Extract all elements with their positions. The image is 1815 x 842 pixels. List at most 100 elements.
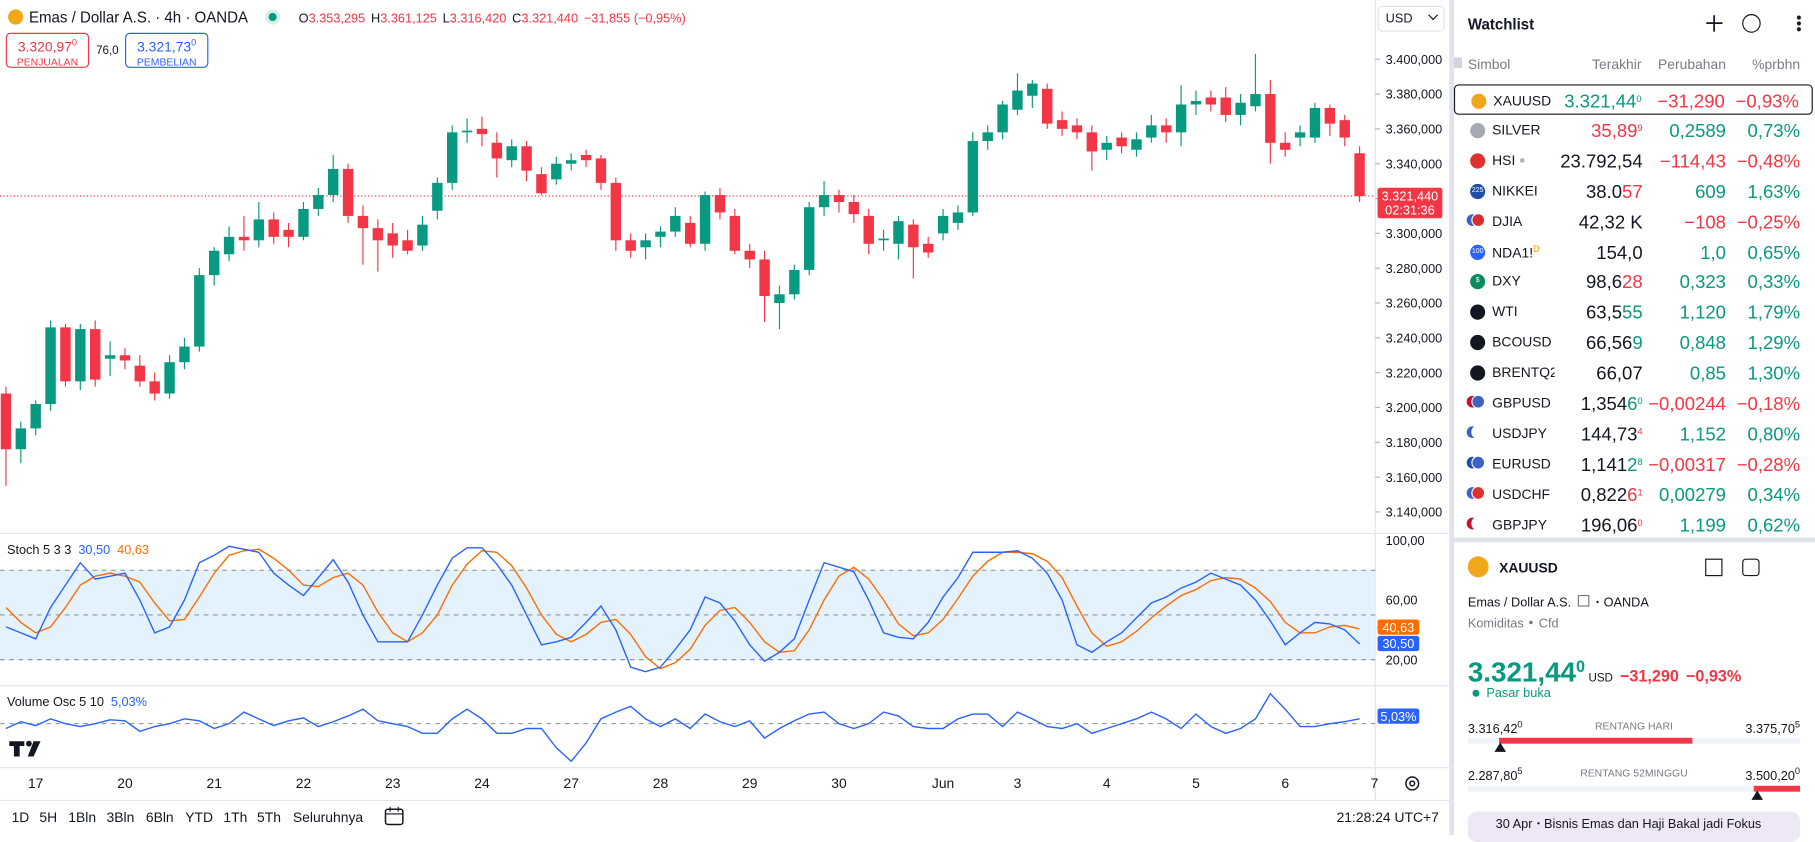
watchlist-row[interactable]: HSI 23.792,54 −114,43 −0,48%	[1454, 145, 1813, 175]
change-pct: 1,63%	[1747, 182, 1801, 203]
watchlist-row[interactable]: DJIA 42,32 K −108 −0,25%	[1454, 206, 1813, 236]
symbol-icon	[1471, 424, 1486, 440]
candle-body	[863, 215, 874, 244]
toolbar-icon[interactable]	[1742, 14, 1761, 33]
ohlc-item: O3.353,295	[299, 11, 366, 27]
ohlc-value: 3.321,440	[521, 11, 579, 26]
candle-body	[342, 168, 354, 216]
price-main: 3.321,73	[137, 38, 192, 56]
link-icon[interactable]	[1578, 594, 1590, 607]
symbol: GBPUSD	[1492, 394, 1551, 412]
change: 1,152	[1679, 424, 1726, 445]
range-button[interactable]: 6Bln	[145, 809, 174, 826]
symbol-icon	[1471, 455, 1486, 470]
watchlist-row[interactable]: USDCHF 0,82261 0,00279 0,34%	[1454, 479, 1813, 509]
watchlist-row[interactable]: $ DXY 98,628 0,323 0,33%	[1454, 266, 1813, 296]
range-button[interactable]: YTD	[185, 809, 213, 826]
grid-icon[interactable]	[1705, 558, 1723, 577]
candle-body	[164, 362, 175, 394]
symbol-icon	[1468, 121, 1487, 140]
y-tick-label: 3.200,000	[1386, 400, 1443, 415]
watchlist-title[interactable]: Watchlist	[1467, 15, 1535, 33]
news-item[interactable]: 30 Apr Bisnis Emas dan Haji Bakal jadi Fo…	[1467, 811, 1801, 842]
change-pct: −0,93%	[1735, 92, 1799, 113]
candle-body	[149, 381, 160, 394]
change: 1,199	[1679, 515, 1726, 536]
range-button[interactable]: 5H	[39, 809, 58, 826]
symbol: NIKKEI	[1492, 182, 1538, 199]
watchlist-row[interactable]: 100 NDA1!D 154,0 1,0 0,65%	[1454, 236, 1813, 266]
calendar-icon[interactable]	[384, 806, 404, 826]
watchlist-row[interactable]: SILVER 35,899 0,2589 0,73%	[1454, 115, 1813, 145]
chart-bg	[0, 0, 1449, 835]
currency: USD	[1385, 11, 1413, 26]
change: −108	[1684, 212, 1726, 233]
symbol-icon: $	[1468, 273, 1487, 291]
d-value: 40,63	[117, 543, 150, 558]
x-tick-label: 20	[117, 775, 133, 791]
candle-body	[223, 236, 235, 255]
edit-icon[interactable]	[1742, 558, 1760, 577]
last-price: 35,899	[1591, 122, 1643, 143]
ohlc: O3.353,295 H3.361,125 L3.316,420 C3.321,440…	[299, 11, 686, 27]
symbol: EURUSD	[1492, 455, 1551, 472]
candle-body	[580, 154, 592, 161]
x-tick-label: 23	[385, 775, 401, 791]
watchlist-row[interactable]: BCOUSD 66,569 0,848 1,29%	[1454, 327, 1813, 357]
buy-button[interactable]: 3.321,730 PEMBELIAN	[125, 32, 209, 68]
candle-body	[89, 329, 101, 380]
watchlist-row[interactable]: GBPUSD 1,35460 −0,00244 −0,18%	[1454, 388, 1813, 418]
candle-body	[1309, 107, 1321, 138]
x-tick-label: 29	[742, 775, 758, 791]
watchlist-row[interactable]: GBPJPY 196,060 1,199 0,62%	[1454, 509, 1813, 539]
range-button[interactable]: 5Th	[256, 809, 281, 826]
column-header: Perubahan	[1658, 56, 1726, 73]
ohlc-label: C	[512, 11, 522, 26]
symbol-icon	[1470, 92, 1488, 111]
candle-body	[313, 195, 324, 209]
candle-body	[506, 146, 517, 161]
symbol-icon	[1471, 212, 1486, 227]
range-button[interactable]: 1Bln	[68, 809, 97, 826]
watchlist-row[interactable]: WTI 63,555 1,120 1,79%	[1454, 297, 1813, 327]
last-sup: 1	[1637, 486, 1643, 498]
range-button[interactable]: 3Bln	[106, 809, 135, 826]
range-fill	[1753, 785, 1801, 792]
watchlist-row[interactable]: EURUSD 1,14128 −0,00317 −0,28%	[1454, 448, 1813, 478]
watchlist-row[interactable]: XAUUSD 3.321,440 −31,290 −0,93%	[1453, 84, 1813, 115]
candle-body	[1265, 94, 1276, 143]
last-price: 3.321,440	[1564, 93, 1641, 114]
vol-osc-line	[5, 692, 1360, 763]
symbol: NDA1!D	[1492, 243, 1540, 261]
candle-body	[625, 240, 636, 251]
candle-body	[878, 238, 889, 241]
toolbar-icon[interactable]	[1705, 14, 1724, 33]
countdown: 02:31:36	[1385, 203, 1435, 218]
market-status: Pasar buka	[1472, 685, 1551, 701]
range-marker	[1494, 742, 1507, 752]
candle-body	[1190, 100, 1202, 105]
last-main: 38.0	[1585, 182, 1623, 203]
range-high: 3.500,200	[1745, 764, 1800, 785]
symbol-icon	[1468, 364, 1487, 382]
price-sup: 0	[1575, 656, 1586, 676]
sup: 0	[1517, 719, 1523, 730]
range-button[interactable]: Seluruhnya	[292, 809, 364, 826]
candle-body	[1086, 132, 1098, 152]
y-tick-label: 60,00	[1386, 593, 1418, 608]
toolbar-icon[interactable]	[1789, 14, 1809, 33]
candle-body	[923, 243, 934, 253]
range-button[interactable]: 1D	[11, 809, 30, 826]
currency-select[interactable]: USD	[1377, 5, 1445, 32]
sep-dot	[1596, 600, 1599, 604]
watchlist-row[interactable]: BRENTQ2025 66,07 0,85 1,30%	[1454, 357, 1813, 387]
watchlist-row[interactable]: USDJPY 144,734 1,152 0,80%	[1454, 418, 1813, 448]
last-main: 63,5	[1585, 303, 1623, 324]
label: PEMBELIAN	[136, 56, 197, 68]
last-sup: 8	[1637, 456, 1643, 468]
settings-icon[interactable]	[1405, 776, 1420, 791]
candle-body	[1146, 125, 1157, 138]
watchlist-row[interactable]: 225 NIKKEI 38.057 609 1,63%	[1454, 175, 1813, 205]
range-button[interactable]: 1Th	[223, 809, 248, 826]
sell-button[interactable]: 3.320,970 PENJUALAN	[5, 32, 90, 68]
